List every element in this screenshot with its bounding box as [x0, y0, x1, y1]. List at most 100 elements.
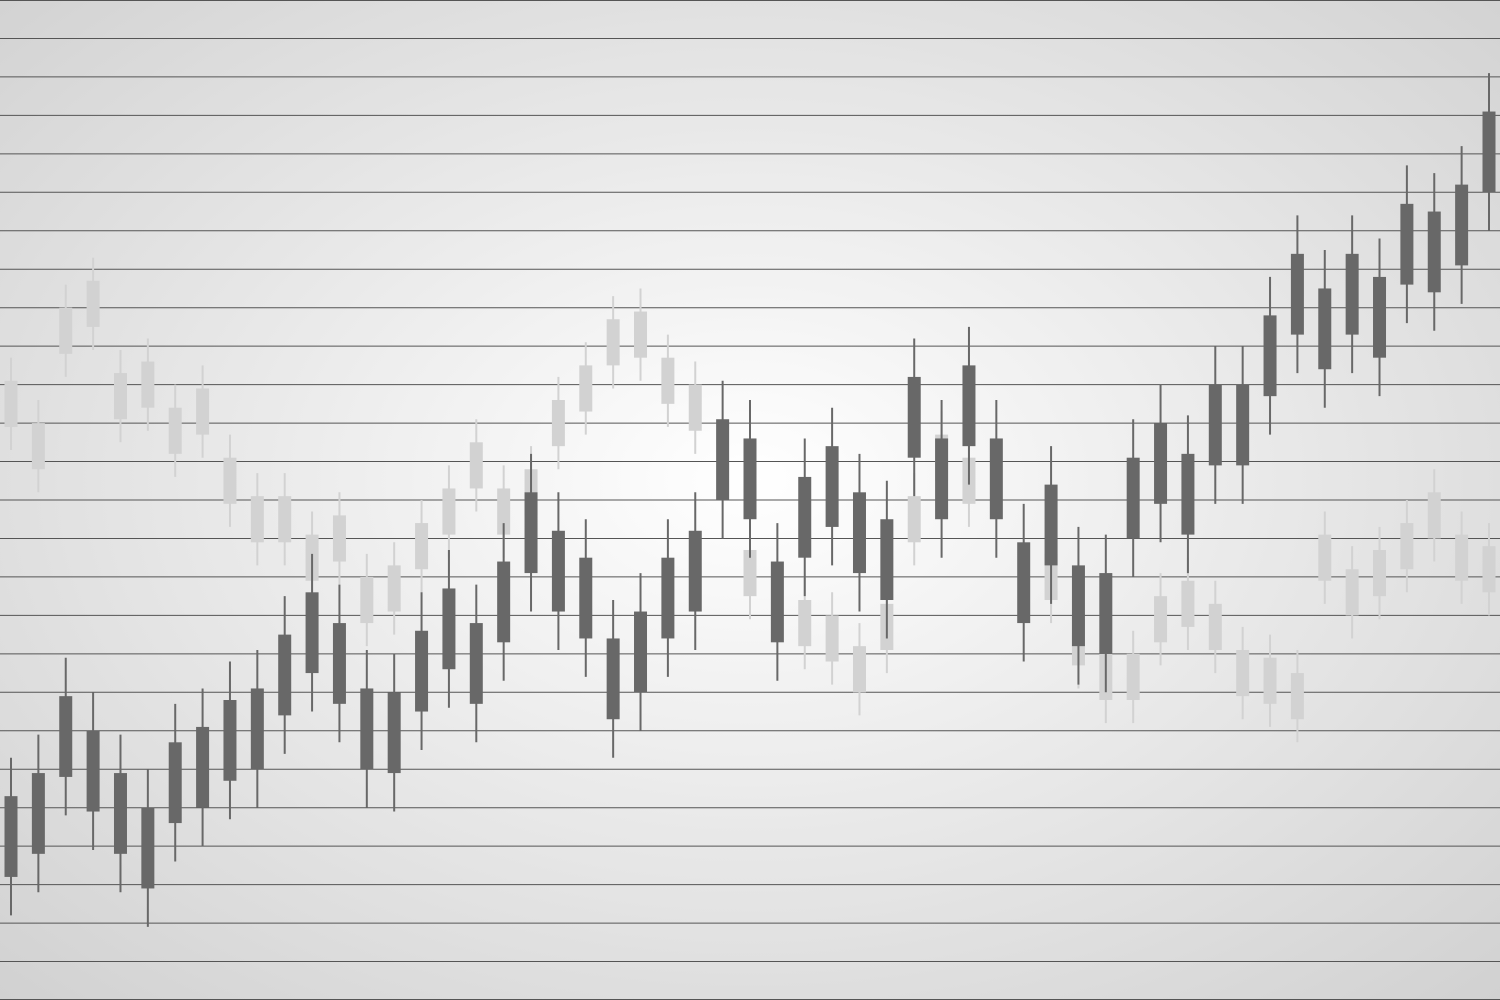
candle-body	[415, 630, 429, 712]
candle-body	[1427, 211, 1441, 293]
candle-body	[743, 550, 757, 597]
candle-body	[1181, 453, 1195, 535]
candle-body	[852, 646, 866, 693]
candle-body	[223, 457, 237, 504]
candle-body	[1236, 384, 1250, 466]
candle-body	[1290, 253, 1304, 335]
candle-body	[1318, 288, 1332, 370]
candle-body	[387, 692, 401, 774]
candle-body	[387, 565, 401, 612]
candle-body	[1318, 534, 1332, 581]
candle-body	[579, 365, 593, 412]
candle-body	[278, 496, 292, 543]
candle-body	[196, 726, 210, 808]
candle-body	[1400, 203, 1414, 285]
candle-body	[1263, 657, 1277, 704]
candle-body	[1208, 603, 1222, 650]
candle-body	[989, 438, 1003, 520]
candle-body	[935, 438, 949, 520]
candle-body	[168, 742, 182, 824]
candle-body	[1236, 650, 1250, 697]
candle-body	[661, 557, 675, 639]
candle-body	[250, 688, 264, 770]
candle-body	[743, 438, 757, 520]
candle-body	[332, 623, 346, 704]
candle-body	[1263, 315, 1277, 397]
candle-body	[141, 361, 155, 408]
candle-body	[551, 400, 565, 447]
candle-body	[524, 492, 538, 574]
candle-body	[1427, 492, 1441, 539]
candle-body	[798, 600, 812, 647]
candle-body	[1400, 523, 1414, 570]
candle-body	[1044, 484, 1058, 566]
candle-body	[852, 492, 866, 574]
candle-body	[798, 476, 812, 558]
candle-body	[168, 407, 182, 454]
candle-body	[4, 796, 18, 877]
candle-body	[1017, 542, 1031, 624]
candle-body	[305, 592, 319, 674]
candle-body	[1126, 653, 1140, 700]
candle-body	[661, 357, 675, 404]
candle-body	[1455, 534, 1469, 581]
candle-body	[1373, 550, 1387, 597]
candle-body	[825, 615, 839, 662]
candle-body	[469, 442, 483, 489]
candle-body	[634, 611, 648, 693]
candle-body	[1482, 546, 1496, 593]
candle-body	[1071, 565, 1085, 647]
candle-body	[469, 623, 483, 704]
candle-body	[113, 773, 127, 854]
candle-body	[1482, 111, 1496, 193]
candle-body	[606, 638, 620, 720]
candle-body	[1154, 596, 1168, 643]
candle-body	[825, 446, 839, 527]
candle-body	[1154, 423, 1168, 504]
candle-body	[497, 488, 511, 535]
candle-body	[442, 588, 456, 670]
candle-body	[31, 773, 45, 854]
candle-body	[770, 561, 784, 643]
candle-body	[1345, 253, 1359, 335]
candle-body	[907, 496, 921, 543]
candle-body	[415, 523, 429, 570]
candle-body	[360, 576, 374, 624]
candle-body	[1181, 580, 1195, 627]
candle-body	[31, 423, 45, 470]
candle-body	[1373, 276, 1387, 358]
candle-body	[716, 419, 730, 500]
candle-body	[442, 488, 456, 535]
candle-body	[1345, 569, 1359, 616]
candle-body	[113, 373, 127, 420]
candle-body	[1455, 184, 1469, 266]
candle-body	[4, 380, 18, 427]
candle-body	[86, 280, 100, 327]
candle-body	[332, 515, 346, 562]
candle-body	[497, 561, 511, 643]
candle-body	[250, 496, 264, 543]
candle-body	[962, 365, 976, 447]
candle-body	[551, 530, 565, 612]
candle-body	[59, 307, 73, 354]
candle-body	[634, 311, 648, 358]
candle-body	[196, 388, 210, 435]
candle-body	[1208, 384, 1222, 466]
candle-body	[688, 384, 702, 431]
candle-body	[688, 530, 702, 612]
candle-body	[360, 688, 374, 770]
candle-body	[880, 519, 894, 600]
candle-body	[86, 730, 100, 812]
candle-body	[1290, 673, 1304, 720]
candle-body	[606, 319, 620, 366]
candle-body	[1099, 573, 1113, 654]
candle-body	[223, 700, 237, 781]
candle-body	[1126, 457, 1140, 539]
candle-body	[278, 634, 292, 716]
candle-body	[141, 807, 155, 889]
candle-body	[579, 557, 593, 639]
candle-body	[59, 696, 73, 777]
candle-body	[907, 376, 921, 458]
